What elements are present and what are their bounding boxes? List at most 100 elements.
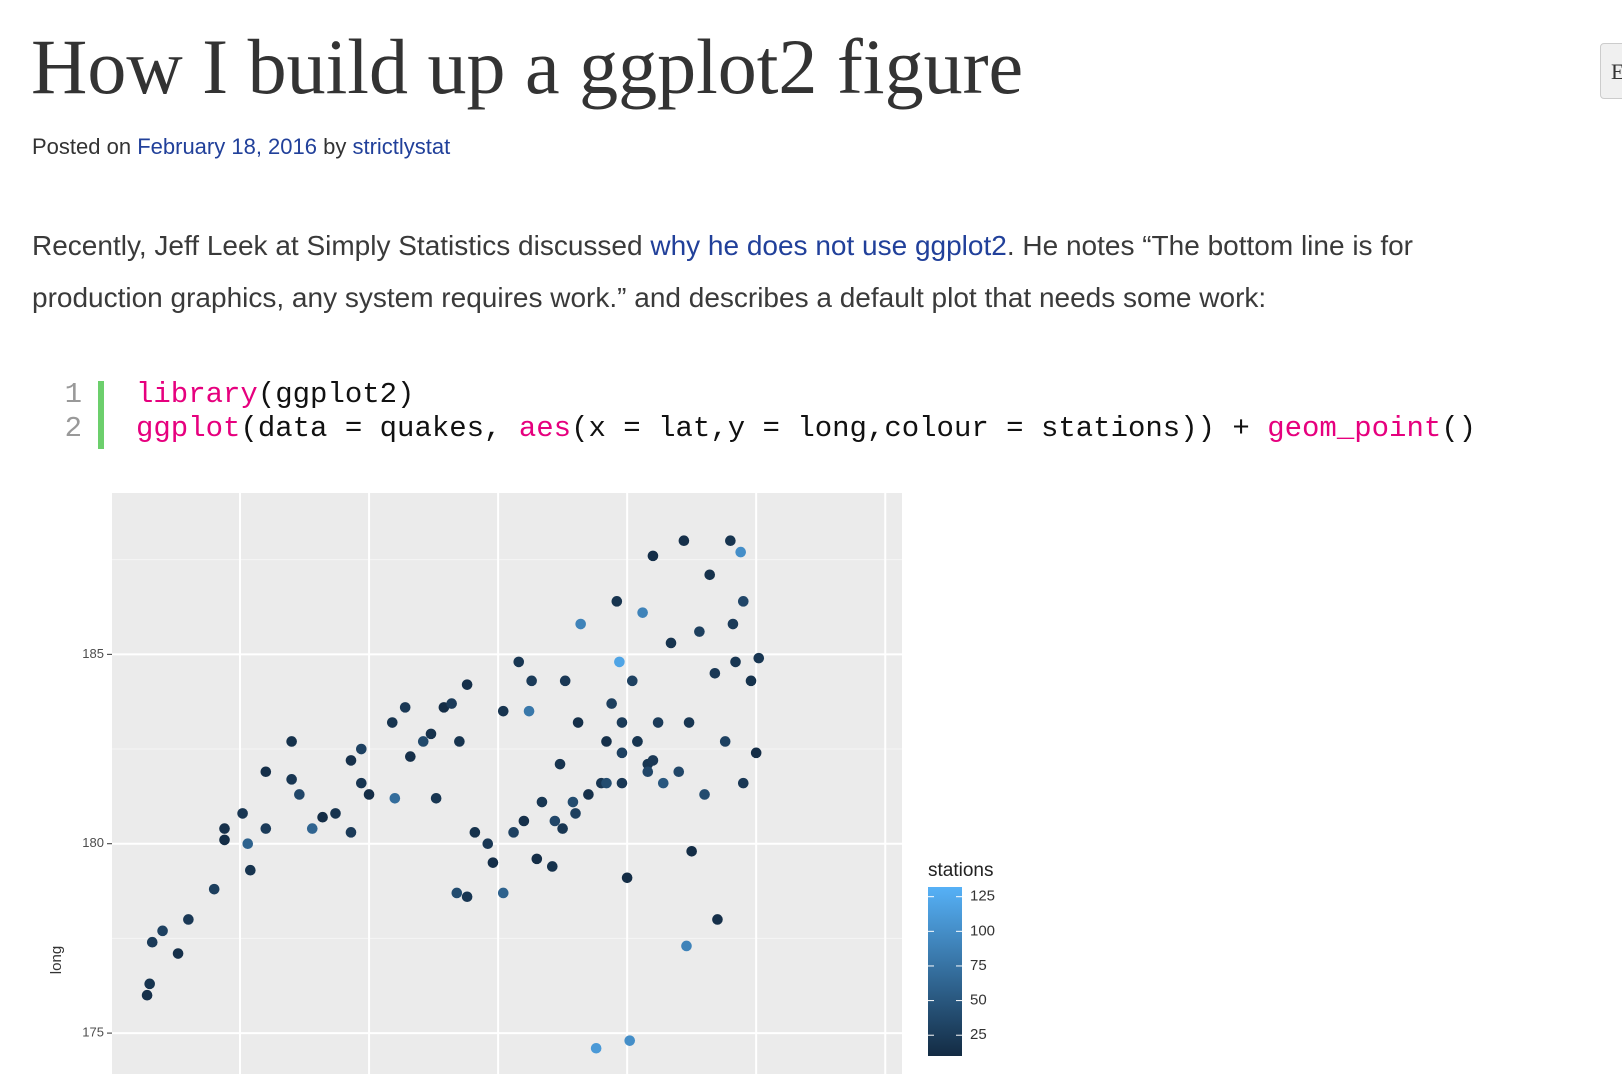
link[interactable]: why he does not use ggplot2 [650, 230, 1007, 261]
point [709, 667, 721, 679]
point [652, 717, 664, 728]
point [157, 925, 168, 937]
point [330, 808, 341, 819]
colorbar-label: 125 [970, 888, 995, 905]
point [526, 675, 537, 687]
point [425, 728, 437, 740]
point [183, 914, 194, 925]
point [242, 838, 254, 850]
colorbar-label: 25 [970, 1026, 987, 1043]
point [575, 618, 586, 630]
colorbar [928, 887, 962, 1056]
point [294, 789, 305, 800]
legend-title: stations [928, 860, 993, 881]
code-text: (ggplot2) [257, 378, 415, 411]
line-number: 1 [64, 378, 82, 411]
point [686, 845, 697, 857]
point [219, 834, 230, 846]
point [363, 789, 375, 800]
point [356, 743, 367, 755]
point [399, 702, 411, 713]
point [753, 652, 765, 664]
point [286, 774, 297, 785]
point [614, 656, 625, 668]
meta-text: Posted on [32, 134, 132, 159]
point [572, 717, 584, 728]
code-function: ggplot [136, 412, 241, 445]
point [735, 546, 746, 558]
point [461, 679, 473, 690]
point [727, 618, 739, 630]
point [405, 751, 416, 762]
point [601, 736, 612, 747]
point [386, 717, 398, 728]
point [567, 796, 579, 808]
point [627, 675, 638, 687]
code-function: geom_point [1267, 412, 1442, 445]
point [601, 777, 612, 789]
point [454, 736, 465, 747]
colorbar-label: 75 [970, 957, 987, 974]
point [345, 755, 357, 766]
point [546, 861, 558, 872]
point [665, 637, 677, 649]
point [508, 827, 519, 838]
point [624, 1035, 636, 1046]
point [497, 705, 509, 717]
date-link[interactable]: February 18, 2016 [137, 134, 317, 159]
author-link[interactable]: strictlystat [352, 134, 451, 159]
point [673, 766, 685, 778]
point [461, 891, 473, 903]
point [451, 887, 463, 899]
point [616, 777, 628, 789]
point [523, 705, 535, 717]
point [683, 717, 695, 728]
point [647, 550, 659, 562]
point [554, 758, 566, 770]
point [621, 872, 633, 884]
point [208, 883, 220, 895]
code-text: () [1441, 412, 1477, 445]
point [570, 808, 581, 819]
point [750, 747, 762, 759]
text: . He notes “The bottom line is for [1006, 230, 1414, 261]
point [557, 823, 568, 834]
point [678, 535, 690, 547]
point [606, 698, 617, 709]
code-line: ggplot(data = quakes, aes(x = lat,y = lo… [136, 412, 1476, 445]
point [637, 607, 648, 618]
point [245, 864, 256, 876]
y-axis-title: long [48, 946, 65, 974]
code-function: library [136, 378, 258, 411]
point [745, 675, 757, 687]
meta-text: by [323, 134, 347, 159]
point [497, 887, 509, 899]
post-title: How I build up a ggplot2 figure [31, 23, 1024, 110]
y-tick-label: 180 [82, 835, 104, 850]
point [611, 596, 623, 607]
button[interactable]: E [1600, 43, 1622, 99]
y-tick-label: 175 [82, 1025, 104, 1040]
point [590, 1042, 602, 1054]
point [356, 777, 367, 789]
point [681, 940, 692, 952]
post-meta: Posted on February 18, 2016 by strictlys… [32, 134, 450, 160]
paragraph-line: Recently, Jeff Leek at Simply Statistics… [32, 230, 1413, 262]
point [642, 766, 654, 778]
point [237, 808, 248, 819]
point [559, 675, 571, 687]
point [513, 656, 525, 668]
point [345, 827, 357, 838]
point [446, 698, 457, 709]
point [389, 792, 401, 804]
text: production graphics, any system requires… [32, 282, 1267, 313]
point [219, 823, 230, 834]
code-text: (data = quakes, [240, 412, 519, 445]
point [712, 914, 723, 925]
point [737, 777, 749, 789]
code-function: aes [518, 412, 572, 445]
point [694, 626, 705, 637]
point [469, 827, 481, 838]
